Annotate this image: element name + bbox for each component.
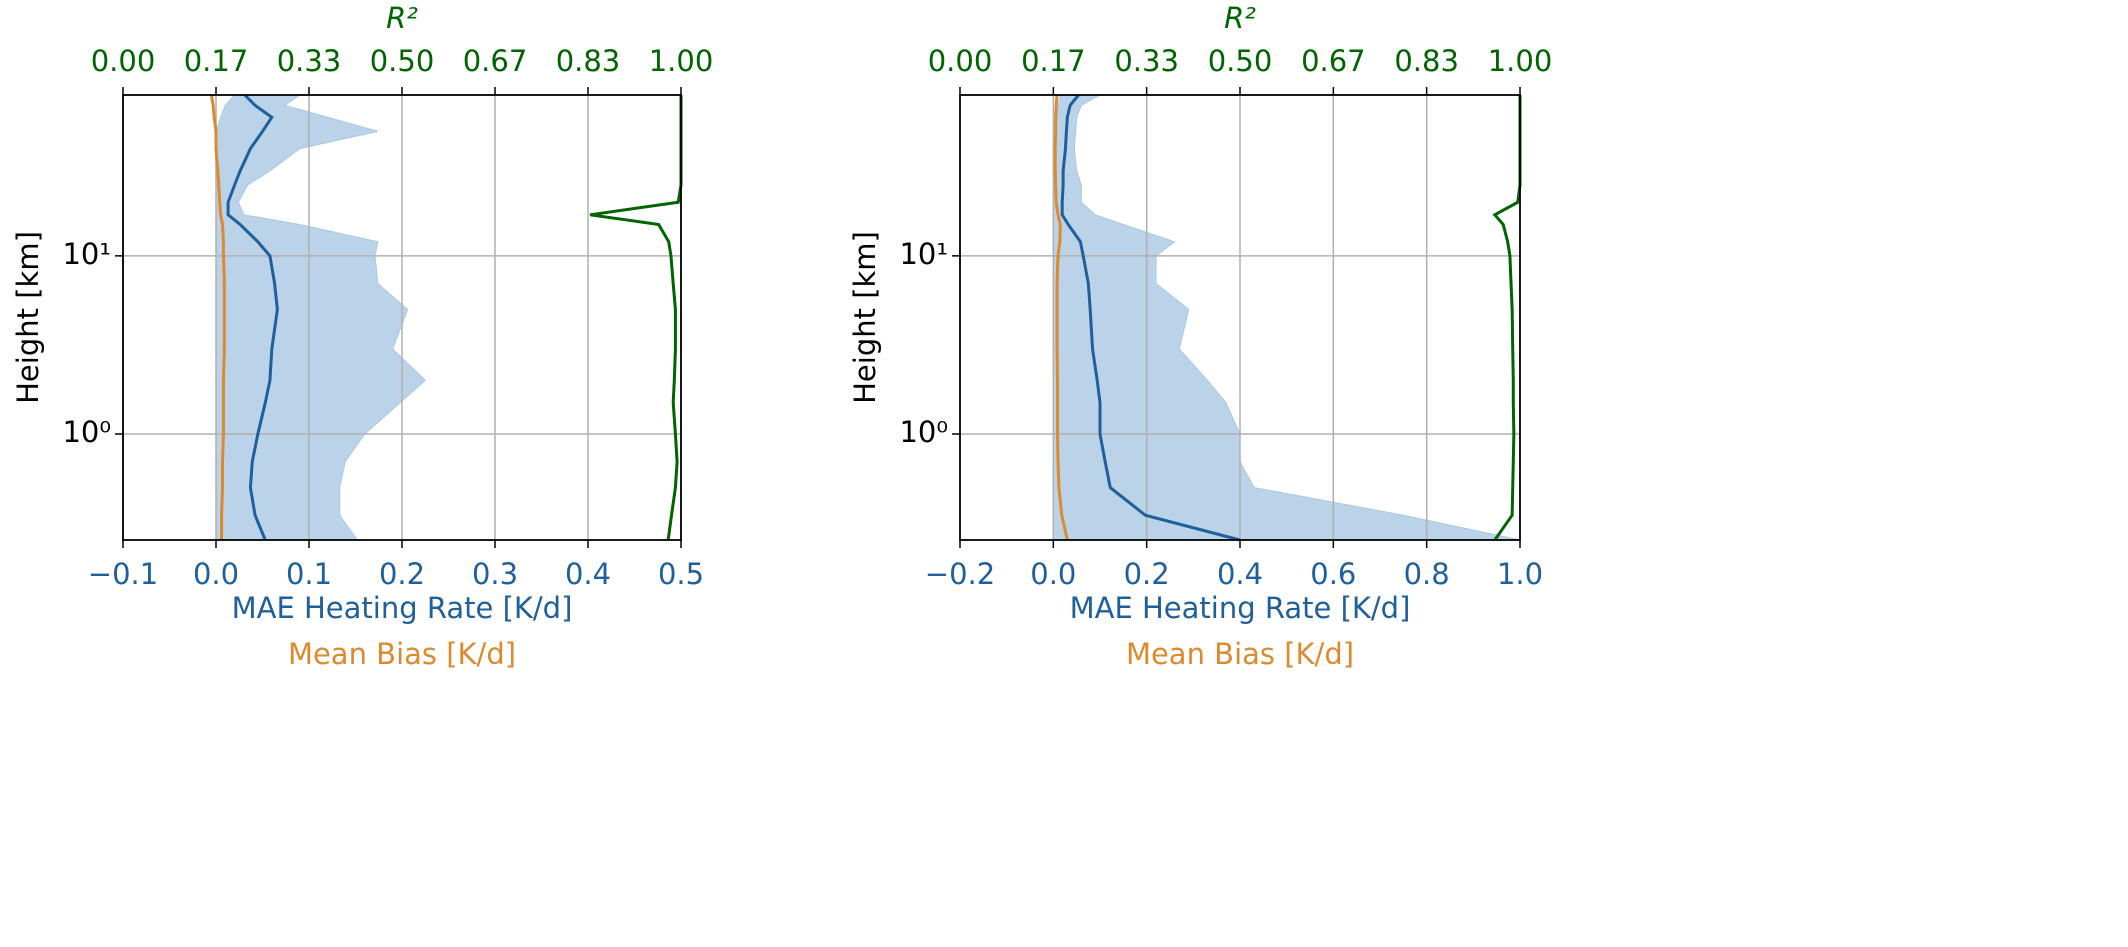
plot-frame: [959, 94, 1521, 541]
series-line: [1492, 95, 1522, 541]
x2-tick-label: 0.33: [1114, 44, 1179, 78]
x2-tick-label: 0.17: [184, 44, 249, 78]
x-tick-label: 0.1: [286, 557, 332, 591]
series-line: [209, 94, 226, 540]
x-tick-label: 0.5: [658, 557, 704, 591]
y-tick-label: 10⁰: [62, 415, 111, 449]
x-tick-label: 0.4: [565, 557, 611, 591]
x2-tick-label: 0.17: [1021, 44, 1086, 78]
x2-tick-label: 0.00: [91, 44, 156, 78]
bias-axis-title: Mean Bias [K/d]: [288, 637, 516, 671]
x2-tick-label: 0.50: [1208, 44, 1273, 78]
x-tick-label: 0.0: [193, 557, 239, 591]
x-tick-label: 1.0: [1497, 557, 1543, 591]
x-tick-label: 0.2: [1124, 557, 1170, 591]
x-axis-title: MAE Heating Rate [K/d]: [232, 591, 573, 625]
series-line: [1053, 94, 1069, 541]
x-tick-label: 0.2: [379, 557, 425, 591]
series-line: [226, 93, 279, 541]
x-tick-label: −0.2: [925, 557, 995, 591]
plot-frame: [122, 94, 682, 541]
y-axis-title: Height [km]: [848, 231, 882, 404]
x2-tick-label: 0.83: [556, 44, 621, 78]
series-line: [1060, 94, 1241, 542]
x-tick-label: 0.6: [1310, 557, 1356, 591]
x2-tick-label: 1.00: [1488, 44, 1553, 78]
x2-tick-label: 0.00: [928, 44, 993, 78]
y-axis-title: Height [km]: [11, 231, 45, 404]
x-tick-label: −0.1: [88, 557, 158, 591]
x2-tick-label: 0.33: [277, 44, 342, 78]
x-tick-label: 0.8: [1404, 557, 1450, 591]
x2-tick-label: 1.00: [649, 44, 714, 78]
x2-axis-title: R²: [386, 1, 418, 35]
series-line: [589, 95, 683, 541]
x-tick-label: 0.0: [1030, 557, 1076, 591]
x2-tick-label: 0.67: [463, 44, 528, 78]
x-axis-title: MAE Heating Rate [K/d]: [1070, 591, 1411, 625]
x-tick-label: 0.3: [472, 557, 518, 591]
x2-axis-title: R²: [1224, 1, 1256, 35]
x2-tick-label: 0.50: [370, 44, 435, 78]
error-band: [1052, 94, 1521, 541]
y-tick-label: 10¹: [899, 237, 948, 271]
error-band: [215, 94, 426, 541]
y-tick-label: 10¹: [62, 237, 111, 271]
x2-tick-label: 0.83: [1394, 44, 1459, 78]
x-tick-label: 0.4: [1217, 557, 1263, 591]
bias-axis-title: Mean Bias [K/d]: [1126, 637, 1354, 671]
y-tick-label: 10⁰: [899, 415, 948, 449]
x2-tick-label: 0.67: [1301, 44, 1366, 78]
